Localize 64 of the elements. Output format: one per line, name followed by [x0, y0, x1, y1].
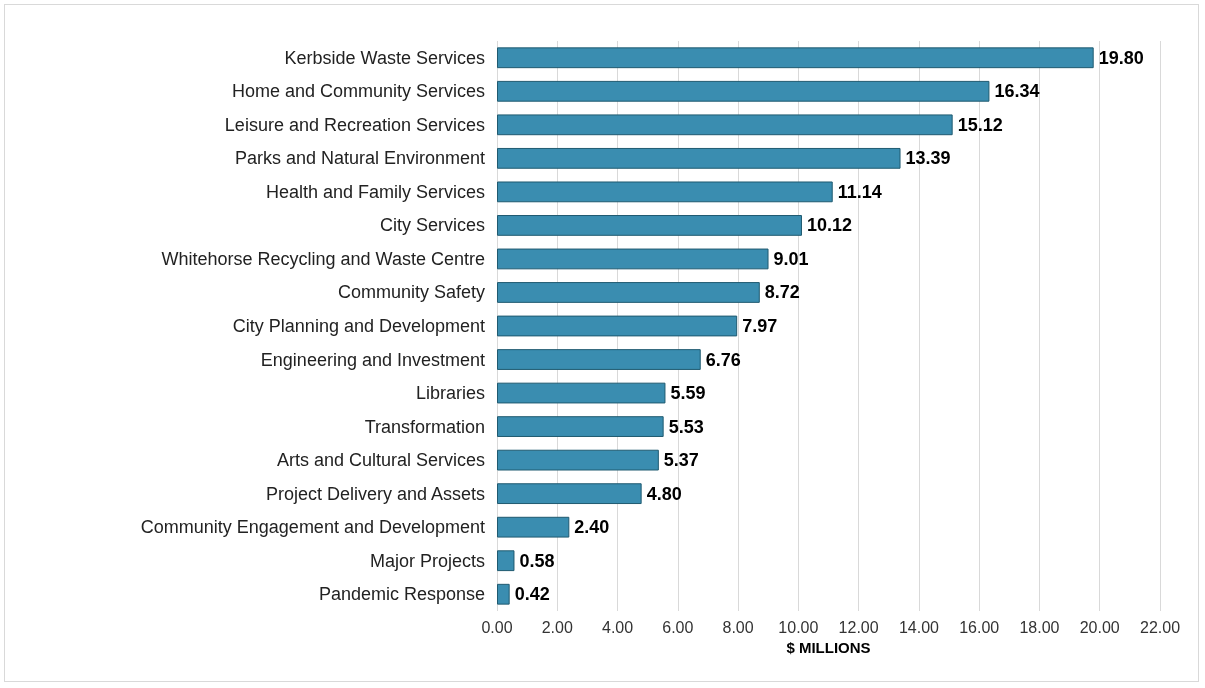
y-tick-label: Transformation [364, 416, 485, 437]
x-tick-label: 2.00 [541, 618, 573, 636]
y-tick-label: Project Delivery and Assets [265, 483, 485, 504]
data-label: 6.76 [705, 349, 741, 370]
y-tick-label: City Planning and Development [232, 316, 485, 336]
x-tick-label: 10.00 [778, 618, 819, 636]
data-label: 13.39 [905, 148, 951, 169]
x-tick-label: 20.00 [1079, 618, 1120, 636]
bar [497, 248, 769, 270]
data-label: 8.72 [764, 282, 800, 303]
bar [497, 315, 738, 337]
bar [497, 147, 901, 169]
data-label: 9.01 [773, 248, 809, 269]
y-tick-label: Parks and Natural Environment [234, 148, 485, 169]
x-tick-label: 18.00 [1019, 618, 1060, 636]
bar [497, 215, 802, 236]
data-label: 5.37 [663, 450, 699, 471]
bar [497, 114, 953, 136]
data-label: 0.42 [514, 584, 550, 605]
x-axis-title: $ MILLIONS [786, 638, 871, 656]
bar [497, 382, 666, 404]
x-tick-label: 16.00 [959, 618, 1000, 636]
bar [497, 416, 664, 437]
y-tick-label: Leisure and Recreation Services [224, 114, 485, 135]
bar [497, 349, 701, 370]
x-tick-label: 0.00 [481, 618, 513, 636]
bar [497, 550, 515, 572]
data-label: 0.58 [519, 550, 555, 571]
y-tick-label: Home and Community Services [231, 81, 485, 102]
bar [497, 80, 990, 102]
y-tick-label: Whitehorse Recycling and Waste Centre [161, 248, 485, 269]
data-label: 5.59 [670, 383, 706, 404]
x-tick-label: 8.00 [722, 618, 754, 636]
data-label: 16.34 [994, 81, 1040, 102]
data-label: 19.80 [1098, 47, 1144, 68]
bar [497, 583, 510, 605]
data-label: 5.53 [668, 416, 704, 437]
bar [497, 483, 642, 505]
y-tick-label: City Services [379, 215, 485, 236]
data-label: 7.97 [742, 316, 778, 336]
bar [497, 181, 833, 203]
y-tick-label: Kerbside Waste Services [284, 47, 485, 68]
bar [497, 47, 1094, 69]
y-tick-label: Community Safety [337, 282, 485, 303]
bar [497, 282, 760, 303]
x-tick-label: 4.00 [601, 618, 634, 636]
y-tick-label: Engineering and Investment [260, 349, 485, 370]
x-tick-label: 14.00 [898, 618, 940, 636]
bar [497, 516, 570, 538]
x-tick-label: 12.00 [838, 618, 879, 636]
y-tick-label: Libraries [415, 383, 485, 404]
y-tick-label: Health and Family Services [265, 181, 485, 202]
y-tick-label: Pandemic Response [318, 584, 485, 605]
data-label: 15.12 [957, 114, 1003, 135]
data-label: 11.14 [837, 181, 882, 202]
x-tick-label: 22.00 [1139, 618, 1181, 636]
data-label: 10.12 [806, 215, 853, 236]
y-tick-label: Arts and Cultural Services [276, 450, 485, 471]
y-tick-label: Major Projects [369, 550, 485, 571]
bar [497, 449, 659, 471]
data-label: 2.40 [574, 517, 610, 538]
y-tick-label: Community Engagement and Development [140, 517, 485, 538]
x-tick-label: 6.00 [662, 618, 694, 636]
data-label: 4.80 [646, 483, 682, 504]
